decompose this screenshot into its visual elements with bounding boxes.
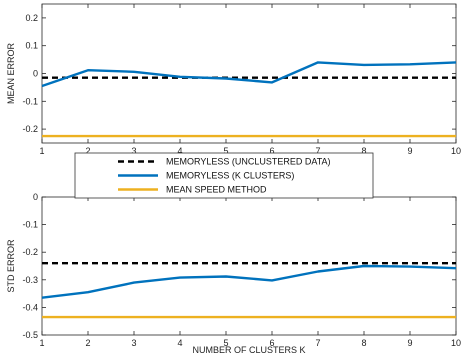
x-tick-label: 4: [177, 338, 182, 348]
y-tick-label: -0.2: [22, 124, 38, 134]
plot-area-1: [41, 3, 457, 144]
y-tick-label: -0.3: [22, 275, 38, 285]
y-tick-label: 0.2: [25, 13, 38, 23]
y-tick-label: 0: [33, 192, 38, 202]
x-tick-label: 7: [315, 338, 320, 348]
y-tick-label: -0.4: [22, 302, 38, 312]
legend-label-k-clusters: MEMORYLESS (K CLUSTERS): [166, 171, 294, 181]
legend-label-unclustered: MEMORYLESS (UNCLUSTERED DATA): [166, 157, 331, 167]
panel-1: 1 2 3 4 5 6 7 8 9 10 -0.2 -0.1 0 0.1 0.2 MEAN ERROR: [6, 3, 461, 156]
x-tick-label: 8: [361, 338, 366, 348]
y-tick-label: 0.1: [25, 41, 38, 51]
x-tick-label: 5: [223, 338, 228, 348]
legend-label-mean-speed: MEAN SPEED METHOD: [166, 185, 267, 195]
x-tick-label: 2: [85, 146, 90, 156]
x-tick-label: 1: [39, 338, 44, 348]
legend: MEMORYLESS (UNCLUSTERED DATA) MEMORYLESS…: [74, 152, 374, 199]
x-tick-label: 3: [131, 146, 136, 156]
x-tick-label: 2: [85, 338, 90, 348]
y-tick-label: 0: [33, 69, 38, 79]
x-axis-label: NUMBER OF CLUSTERS K: [192, 345, 305, 355]
y-tick-label: -0.1: [22, 96, 38, 106]
series-k-clusters-line: [41, 264, 457, 299]
panel-2: 1 2 3 4 5 6 7 8 9 10 -0.5 -0.4 -0.3 -0.2 -0.1 0 STD ERRO…: [6, 192, 461, 355]
y-tick-label: -0.1: [22, 220, 38, 230]
x-tick-label: 5: [223, 146, 228, 156]
x-tick-label: 7: [315, 146, 320, 156]
x-tick-label: 1: [39, 146, 44, 156]
x-tick-label: 6: [269, 338, 274, 348]
series-k-clusters-line: [41, 61, 457, 88]
x-tick-label: 10: [451, 146, 461, 156]
x-tick-label: 9: [407, 146, 412, 156]
x-tick-label: 6: [269, 146, 274, 156]
y-axis-label: MEAN ERROR: [6, 43, 16, 105]
x-tick-label: 9: [407, 338, 412, 348]
y-tick-label: -0.2: [22, 247, 38, 257]
x-tick-label: 8: [361, 146, 366, 156]
x-tick-label: 3: [131, 338, 136, 348]
y-axis-label: STD ERROR: [6, 239, 16, 293]
y-tick-label: -0.5: [22, 330, 38, 340]
x-tick-label: 10: [451, 338, 461, 348]
x-tick-label: 4: [177, 146, 182, 156]
